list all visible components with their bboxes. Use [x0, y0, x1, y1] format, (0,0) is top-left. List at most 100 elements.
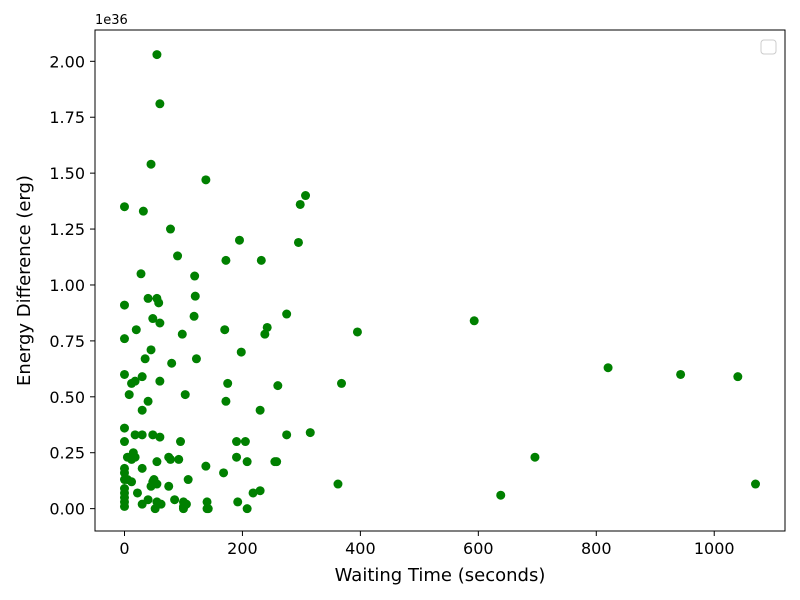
data-point: [202, 497, 212, 507]
x-axis-label: Waiting Time (seconds): [335, 565, 546, 586]
y-tick-label: 1.00: [49, 276, 85, 295]
data-point: [189, 311, 199, 321]
data-point: [282, 309, 292, 319]
data-point: [150, 504, 160, 514]
y-tick-label: 0.50: [49, 388, 85, 407]
data-point: [165, 454, 175, 464]
data-point: [220, 325, 230, 335]
data-point: [201, 461, 211, 471]
data-point: [242, 457, 252, 467]
data-point: [154, 298, 164, 308]
data-point: [155, 376, 165, 386]
data-point: [119, 300, 129, 310]
y-tick-label: 1.75: [49, 108, 85, 127]
data-point: [234, 235, 244, 245]
data-point: [146, 345, 156, 355]
data-point: [248, 488, 258, 498]
data-point: [164, 481, 174, 491]
data-point: [132, 488, 142, 498]
data-point: [469, 316, 479, 326]
data-point: [180, 390, 190, 400]
data-point: [124, 390, 134, 400]
data-point: [137, 405, 147, 415]
data-point: [170, 495, 180, 505]
data-point: [176, 437, 186, 447]
data-point: [119, 369, 129, 379]
data-point: [352, 327, 362, 337]
data-point: [155, 432, 165, 442]
data-point: [496, 490, 506, 500]
data-point: [119, 468, 129, 478]
data-point: [143, 293, 153, 303]
data-point: [138, 206, 148, 216]
data-point: [293, 237, 303, 247]
y-axis-label: Energy Difference (erg): [14, 175, 35, 386]
data-point: [333, 479, 343, 489]
data-point: [136, 269, 146, 279]
data-point: [191, 354, 201, 364]
data-point: [137, 430, 147, 440]
data-point: [130, 376, 140, 386]
data-point: [119, 423, 129, 433]
data-point: [232, 452, 242, 462]
data-point: [174, 454, 184, 464]
data-point: [256, 255, 266, 265]
data-point: [127, 477, 137, 487]
data-point: [119, 437, 129, 447]
data-point: [146, 159, 156, 169]
data-point: [167, 358, 177, 368]
data-point: [272, 457, 282, 467]
data-point: [148, 314, 158, 324]
data-point: [146, 481, 156, 491]
data-point: [221, 396, 231, 406]
y-offset-label: 1e36: [95, 13, 128, 28]
x-tick-label: 400: [345, 539, 376, 558]
y-tick-label: 0.00: [49, 500, 85, 519]
data-point: [130, 430, 140, 440]
data-point: [733, 372, 743, 382]
data-point: [240, 437, 250, 447]
data-point: [137, 499, 147, 509]
data-point: [337, 378, 347, 388]
data-point: [178, 504, 188, 514]
data-point: [190, 291, 200, 301]
data-point: [119, 501, 129, 511]
data-point: [273, 381, 283, 391]
data-point: [221, 255, 231, 265]
x-tick-label: 1000: [694, 539, 735, 558]
data-point: [603, 363, 613, 373]
data-point: [155, 99, 165, 109]
data-point: [219, 468, 229, 478]
x-axis-ticks: 0 200 400 600 800 1000: [119, 531, 735, 558]
data-point: [301, 191, 311, 201]
x-tick-label: 600: [463, 539, 494, 558]
y-axis-ticks: 0.00 0.25 0.50 0.75 1.00 1.25 1.50 1.75 2.00: [49, 52, 95, 519]
data-point: [262, 322, 272, 332]
data-point: [242, 504, 252, 514]
legend: [760, 39, 777, 55]
data-point: [305, 428, 315, 438]
x-tick-label: 800: [581, 539, 612, 558]
data-point: [119, 334, 129, 344]
y-tick-label: 2.00: [49, 52, 85, 71]
data-point: [751, 479, 761, 489]
data-point: [140, 354, 150, 364]
data-point: [131, 325, 141, 335]
data-point: [127, 454, 137, 464]
y-tick-label: 1.25: [49, 220, 85, 239]
x-tick-label: 200: [227, 539, 258, 558]
data-point: [183, 475, 193, 485]
data-point: [177, 329, 187, 339]
data-point: [155, 318, 165, 328]
data-point: [148, 430, 158, 440]
data-point: [143, 396, 153, 406]
data-point: [233, 497, 243, 507]
data-point: [203, 504, 213, 514]
y-tick-label: 1.50: [49, 164, 85, 183]
data-point: [137, 372, 147, 382]
data-point: [282, 430, 292, 440]
data-point: [119, 202, 129, 212]
data-point: [255, 486, 265, 496]
y-tick-label: 0.25: [49, 444, 85, 463]
